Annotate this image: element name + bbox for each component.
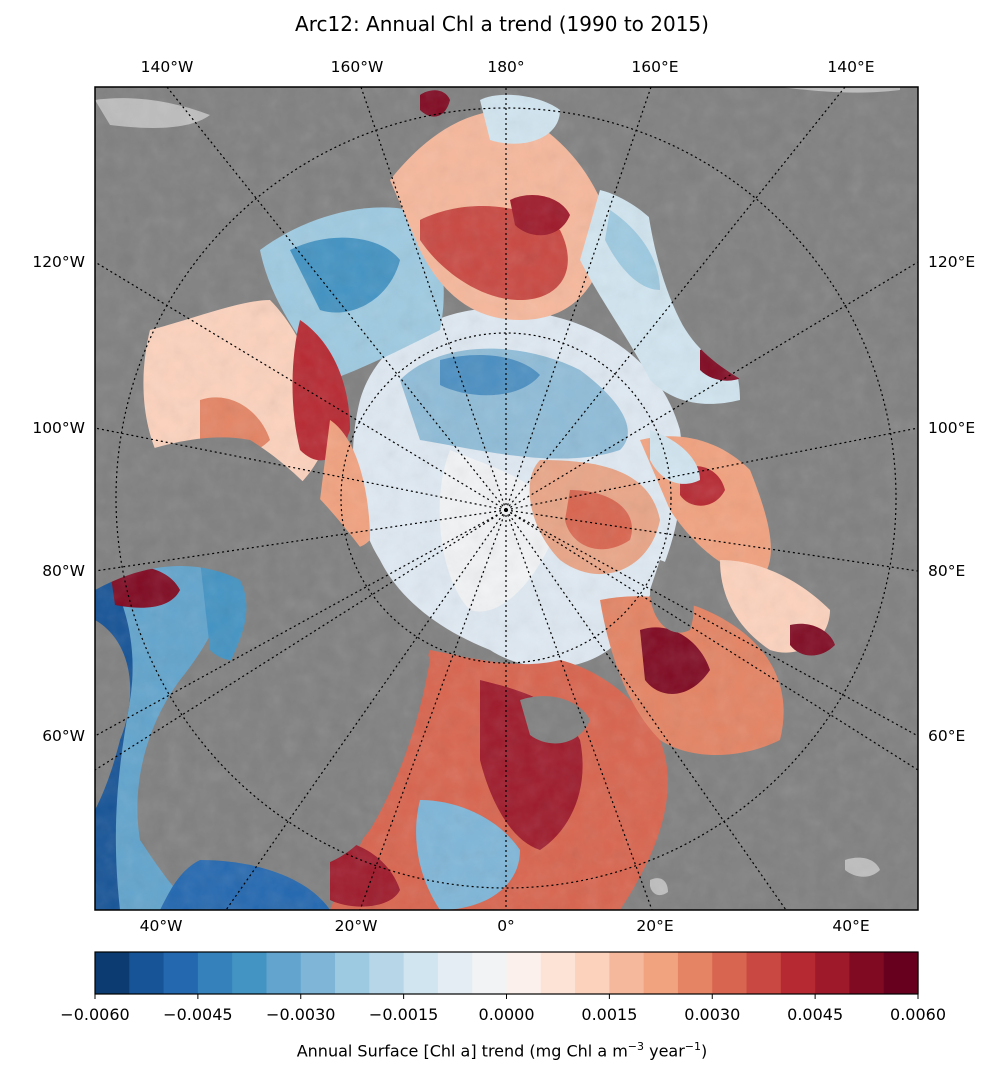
colorbar [95,952,919,994]
right-lon-label-1: 120°E [928,253,976,271]
colorbar-label-exp1: −3 [627,1040,645,1053]
colorbar-tick-label: −0.0060 [60,1005,130,1024]
colorbar-segment [437,952,473,994]
colorbar-tick-marks [94,994,919,999]
colorbar-segment [300,952,336,994]
colorbar-tick-label: 0.0030 [684,1005,741,1024]
colorbar-segment [369,952,405,994]
colorbar-segment [883,952,919,994]
colorbar-label-end: ) [701,1041,708,1061]
colorbar-segment [746,952,782,994]
parallel-circles [115,107,897,889]
colorbar-segment [643,952,679,994]
arctic-trend-map [94,86,919,999]
right-lon-label-4: 60°E [928,727,966,745]
top-lon-label-2: 160°W [330,58,384,76]
colorbar-segment [609,952,645,994]
colorbar-segment [335,952,370,994]
colorbar-segment [95,952,130,994]
colorbar-segment [163,952,199,994]
colorbar-label-mid: year [644,1041,685,1061]
colorbar-tick-label: 0.0060 [890,1005,946,1024]
colorbar-segment [266,952,302,994]
top-lon-label-5: 140°E [827,58,875,76]
left-lon-label-1: 120°W [32,253,85,271]
colorbar-segment [403,952,439,994]
colorbar-label-exp2: −1 [684,1040,702,1053]
colorbar-label-main: Annual Surface [Chl a] trend (mg Chl a m [296,1041,628,1061]
meridian-lines [95,87,918,910]
colorbar-segment [506,952,542,994]
colorbar-segment [129,952,165,994]
top-lon-label-1: 140°W [140,58,194,76]
bottom-lon-label-2: 20°W [334,917,378,935]
colorbar-segment [677,952,713,994]
colorbar-segment [575,952,610,994]
colorbar-segment [780,952,816,994]
colorbar-tick-label: −0.0045 [163,1005,233,1024]
colorbar-segment [197,952,233,994]
colorbar-segment [472,952,508,994]
bottom-lon-label-4: 20°E [636,917,674,935]
colorbar-tick-label: 0.0015 [581,1005,638,1024]
colorbar-tick-label: −0.0030 [266,1005,336,1024]
right-lon-label-2: 100°E [928,419,976,437]
bottom-lon-label-1: 40°W [139,917,183,935]
colorbar-tick-label: 0.0000 [478,1005,535,1024]
figure-title: Arc12: Annual Chl a trend (1990 to 2015) [295,12,709,36]
map-frame [94,86,919,911]
colorbar-label: Annual Surface [Chl a] trend (mg Chl a m… [0,1040,1004,1060]
left-lon-label-4: 60°W [42,727,85,745]
colorbar-tick-label: 0.0045 [787,1005,844,1024]
colorbar-segment [232,952,268,994]
colorbar-segment [849,952,885,994]
right-lon-label-3: 80°E [928,562,966,580]
colorbar-segment [815,952,851,994]
colorbar-tick-label: −0.0015 [368,1005,439,1024]
top-lon-label-4: 160°E [631,58,679,76]
left-lon-label-2: 100°W [32,419,85,437]
bottom-lon-label-5: 40°E [832,917,870,935]
colorbar-segment [540,952,576,994]
bottom-lon-label-3: 0° [497,917,515,935]
left-lon-label-3: 80°W [42,562,85,580]
colorbar-segment [712,952,748,994]
top-lon-label-3: 180° [487,58,525,76]
